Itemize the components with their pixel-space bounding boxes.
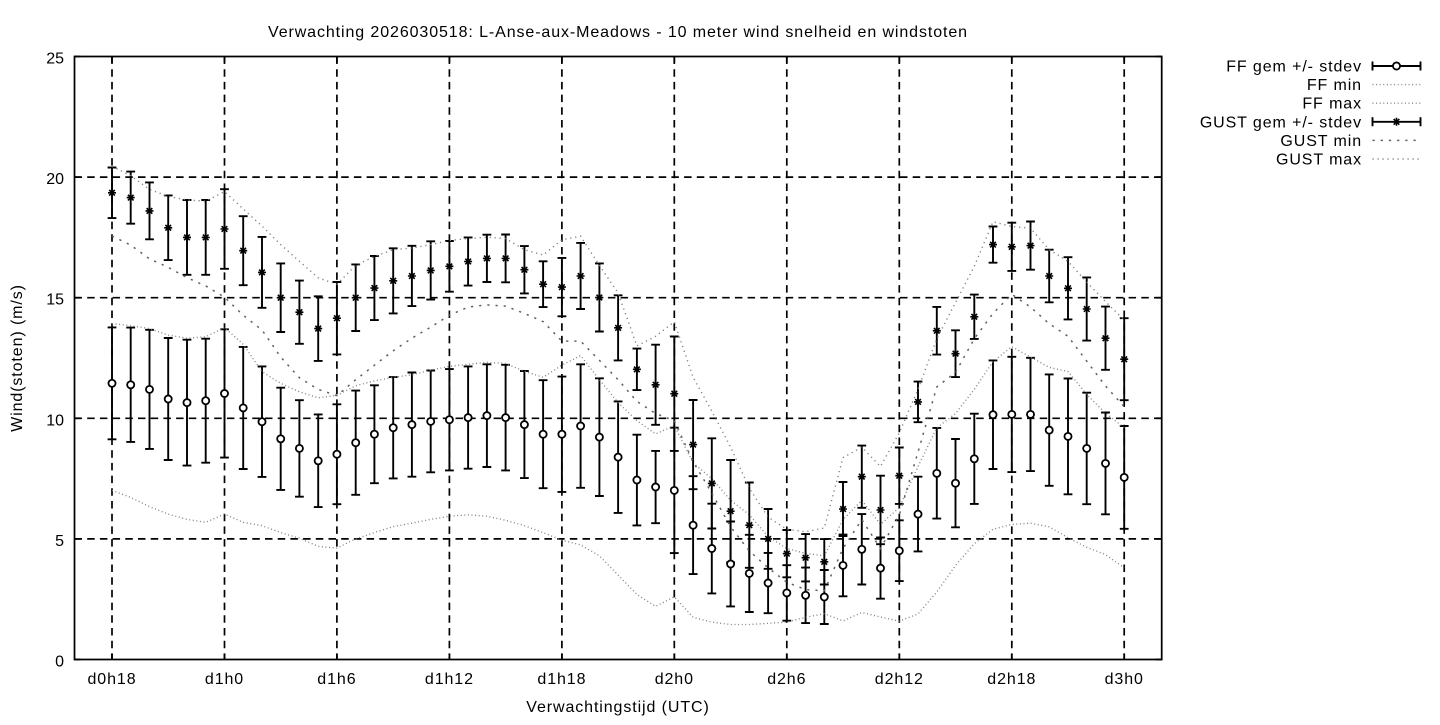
svg-text:15: 15 bbox=[46, 292, 64, 309]
svg-text:d3h0: d3h0 bbox=[1105, 671, 1144, 688]
svg-text:Verwachtingstijd (UTC): Verwachtingstijd (UTC) bbox=[526, 699, 709, 716]
svg-text:d2h0: d2h0 bbox=[655, 671, 694, 688]
svg-text:d1h0: d1h0 bbox=[205, 671, 244, 688]
svg-text:GUST gem +/- stdev: GUST gem +/- stdev bbox=[1200, 114, 1362, 131]
svg-text:FF gem +/- stdev: FF gem +/- stdev bbox=[1226, 59, 1362, 76]
svg-text:d2h18: d2h18 bbox=[987, 671, 1036, 688]
svg-text:20: 20 bbox=[46, 171, 64, 188]
svg-text:d1h6: d1h6 bbox=[317, 671, 356, 688]
svg-text:0: 0 bbox=[55, 654, 64, 671]
svg-text:FF min: FF min bbox=[1307, 77, 1362, 94]
svg-text:5: 5 bbox=[55, 533, 64, 550]
svg-text:10: 10 bbox=[46, 412, 64, 429]
svg-text:GUST min: GUST min bbox=[1280, 133, 1362, 150]
svg-text:d2h6: d2h6 bbox=[767, 671, 806, 688]
svg-text:d1h18: d1h18 bbox=[537, 671, 586, 688]
svg-text:25: 25 bbox=[46, 51, 64, 68]
svg-text:d1h12: d1h12 bbox=[425, 671, 474, 688]
svg-text:Verwachting 2026030518: L-Anse: Verwachting 2026030518: L-Anse-aux-Meado… bbox=[268, 24, 968, 41]
svg-text:d0h18: d0h18 bbox=[88, 671, 137, 688]
svg-text:GUST max: GUST max bbox=[1276, 152, 1362, 169]
svg-text:FF max: FF max bbox=[1302, 96, 1362, 113]
svg-text:d2h12: d2h12 bbox=[875, 671, 924, 688]
svg-text:Wind(stoten) (m/s): Wind(stoten) (m/s) bbox=[9, 284, 26, 432]
